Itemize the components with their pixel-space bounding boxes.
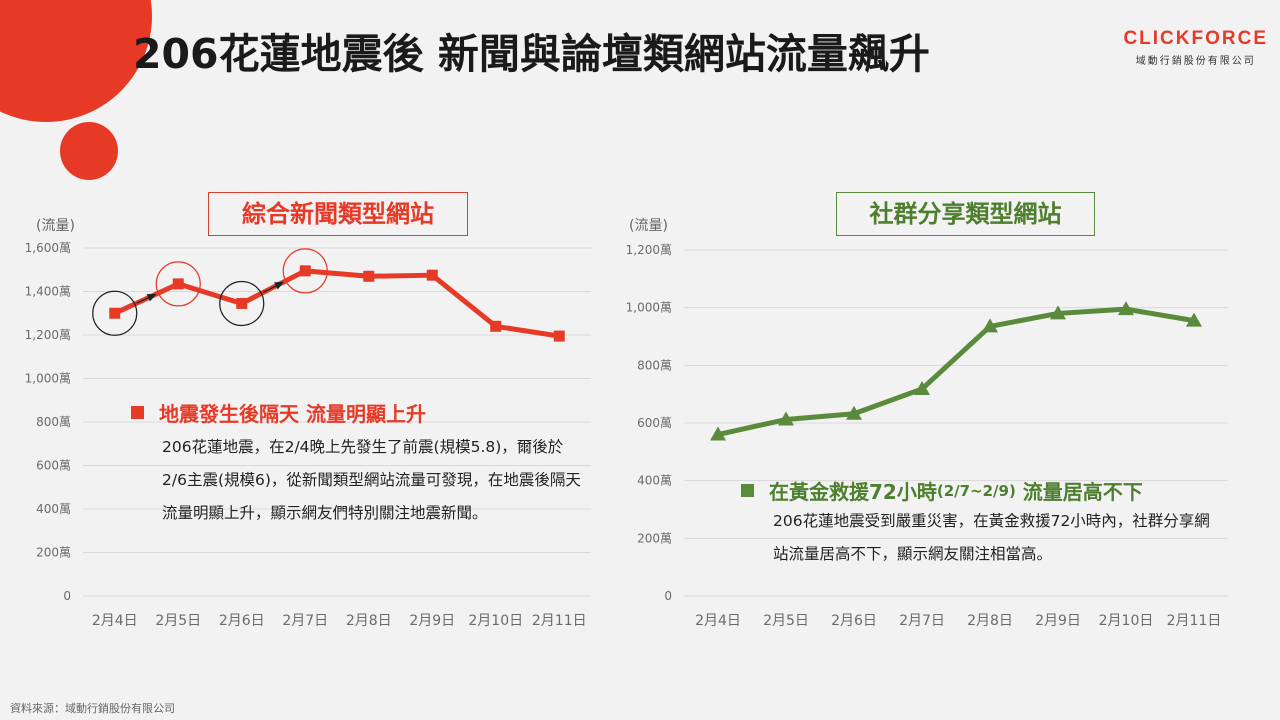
news-y-axis-label: (流量) [36, 218, 75, 234]
social-y-tick-label: 1,000萬 [626, 301, 672, 315]
social-traffic-chart: (流量) 0 200萬 400萬 600萬 800萬 1,000萬 1,200萬 2月4日 2月5… [626, 218, 1228, 629]
social-callout-heading-paren: (2/7~2/9) [936, 481, 1016, 500]
square-bullet-icon [741, 484, 754, 497]
news-traffic-chart: (流量) 0 200萬 400萬 600萬 800萬 1,000萬 1,200萬 1,400萬 1… [25, 218, 591, 629]
brand-logo: CLICKFORCE 域動行銷股份有限公司 [1123, 28, 1268, 67]
social-callout: 在黃金救援72小時 (2/7~2/9) 流量居高不下 206花蓮地震受到嚴重災害，… [741, 476, 1211, 571]
social-data-point [982, 318, 998, 333]
social-x-tick-label: 2月8日 [967, 613, 1013, 629]
news-series-line [113, 268, 560, 339]
social-callout-heading: 在黃金救援72小時 (2/7~2/9) 流量居高不下 [741, 476, 1211, 505]
news-y-tick-label: 1,200萬 [25, 328, 71, 342]
news-y-tick-label: 1,000萬 [25, 372, 71, 386]
decorative-circle-small [60, 122, 118, 180]
news-y-tick-label: 1,400萬 [25, 285, 71, 299]
social-x-tick-label: 2月10日 [1099, 613, 1154, 629]
social-data-point [1186, 312, 1202, 327]
news-highlight-circle [92, 290, 138, 336]
news-y-tick-label: 400萬 [36, 502, 71, 516]
news-highlight-circle [282, 248, 328, 294]
news-callout: 地震發生後隔天 流量明顯上升 206花蓮地震，在2/4晚上先發生了前震(規模5.… [131, 398, 581, 530]
news-panel-title: 綜合新聞類型網站 [208, 192, 468, 236]
news-x-tick-label: 2月8日 [346, 613, 392, 629]
social-y-tick-label: 1,200萬 [626, 243, 672, 257]
brand-subtitle: 域動行銷股份有限公司 [1135, 56, 1256, 67]
news-arrow-head [274, 281, 284, 290]
social-callout-heading-tail: 流量居高不下 [1015, 480, 1143, 504]
news-y-tick-label: 1,600萬 [25, 241, 71, 255]
social-x-tick-label: 2月4日 [695, 613, 741, 629]
social-x-tick-label: 2月9日 [1035, 613, 1081, 629]
news-callout-heading: 地震發生後隔天 流量明顯上升 [131, 398, 581, 427]
news-x-tick-label: 2月6日 [219, 613, 265, 629]
square-bullet-icon [131, 406, 144, 419]
decorative-circle-large [0, 0, 152, 122]
news-data-point [299, 265, 311, 277]
news-data-point [553, 330, 565, 342]
social-data-point [914, 380, 930, 395]
news-callout-body: 206花蓮地震，在2/4晚上先發生了前震(規模5.8)，爾後於2/6主震(規模6… [162, 438, 581, 522]
brand-name: CLICKFORCE [1123, 28, 1268, 49]
social-y-tick-label: 400萬 [637, 474, 672, 488]
social-panel-title: 社群分享類型網站 [836, 192, 1095, 236]
social-y-tick-label: 800萬 [637, 358, 672, 372]
social-y-axis-label: (流量) [629, 218, 668, 234]
social-y-tick-label: 600萬 [637, 416, 672, 430]
social-data-point [846, 405, 862, 420]
social-callout-body: 206花蓮地震受到嚴重災害，在黃金救援72小時內，社群分享網站流量居高不下，顯示… [773, 512, 1210, 563]
news-data-point [363, 270, 375, 282]
social-x-tick-label: 2月11日 [1167, 613, 1222, 629]
social-data-point [1050, 305, 1066, 320]
news-data-point [426, 269, 438, 281]
news-x-tick-label: 2月7日 [282, 613, 328, 629]
news-data-point [236, 297, 248, 309]
social-x-tick-label: 2月7日 [899, 613, 945, 629]
page-title: 206花蓮地震後 新聞與論壇類網站流量飆升 [133, 30, 930, 78]
news-x-tick-label: 2月11日 [532, 613, 587, 629]
news-data-point [172, 278, 184, 290]
news-y-tick-label: 200萬 [36, 546, 71, 560]
news-callout-heading-text: 地震發生後隔天 流量明顯上升 [159, 402, 426, 426]
news-x-tick-label: 2月9日 [409, 613, 455, 629]
social-data-point [1118, 301, 1134, 316]
news-x-tick-label: 2月10日 [468, 613, 523, 629]
social-x-tick-label: 2月5日 [763, 613, 809, 629]
news-data-point [109, 307, 121, 319]
news-x-tick-label: 2月5日 [155, 613, 201, 629]
social-x-tick-label: 2月6日 [831, 613, 877, 629]
news-highlight-circle [219, 280, 265, 327]
news-y-tick-label: 600萬 [36, 459, 71, 473]
source-note: 資料來源：域動行銷股份有限公司 [10, 702, 175, 715]
news-x-tick-label: 2月4日 [92, 613, 138, 629]
news-arrow-head [146, 293, 157, 302]
social-y-tick-label: 0 [664, 589, 672, 603]
social-y-tick-label: 200萬 [637, 531, 672, 545]
news-highlight-circle [155, 261, 201, 307]
social-series-line [717, 306, 1195, 437]
news-y-tick-label: 0 [63, 589, 71, 603]
social-data-point [710, 426, 726, 441]
news-y-tick-label: 800萬 [36, 415, 71, 429]
social-callout-heading-main: 在黃金救援72小時 [769, 480, 937, 504]
news-data-point [490, 320, 502, 332]
social-data-point [778, 411, 794, 426]
